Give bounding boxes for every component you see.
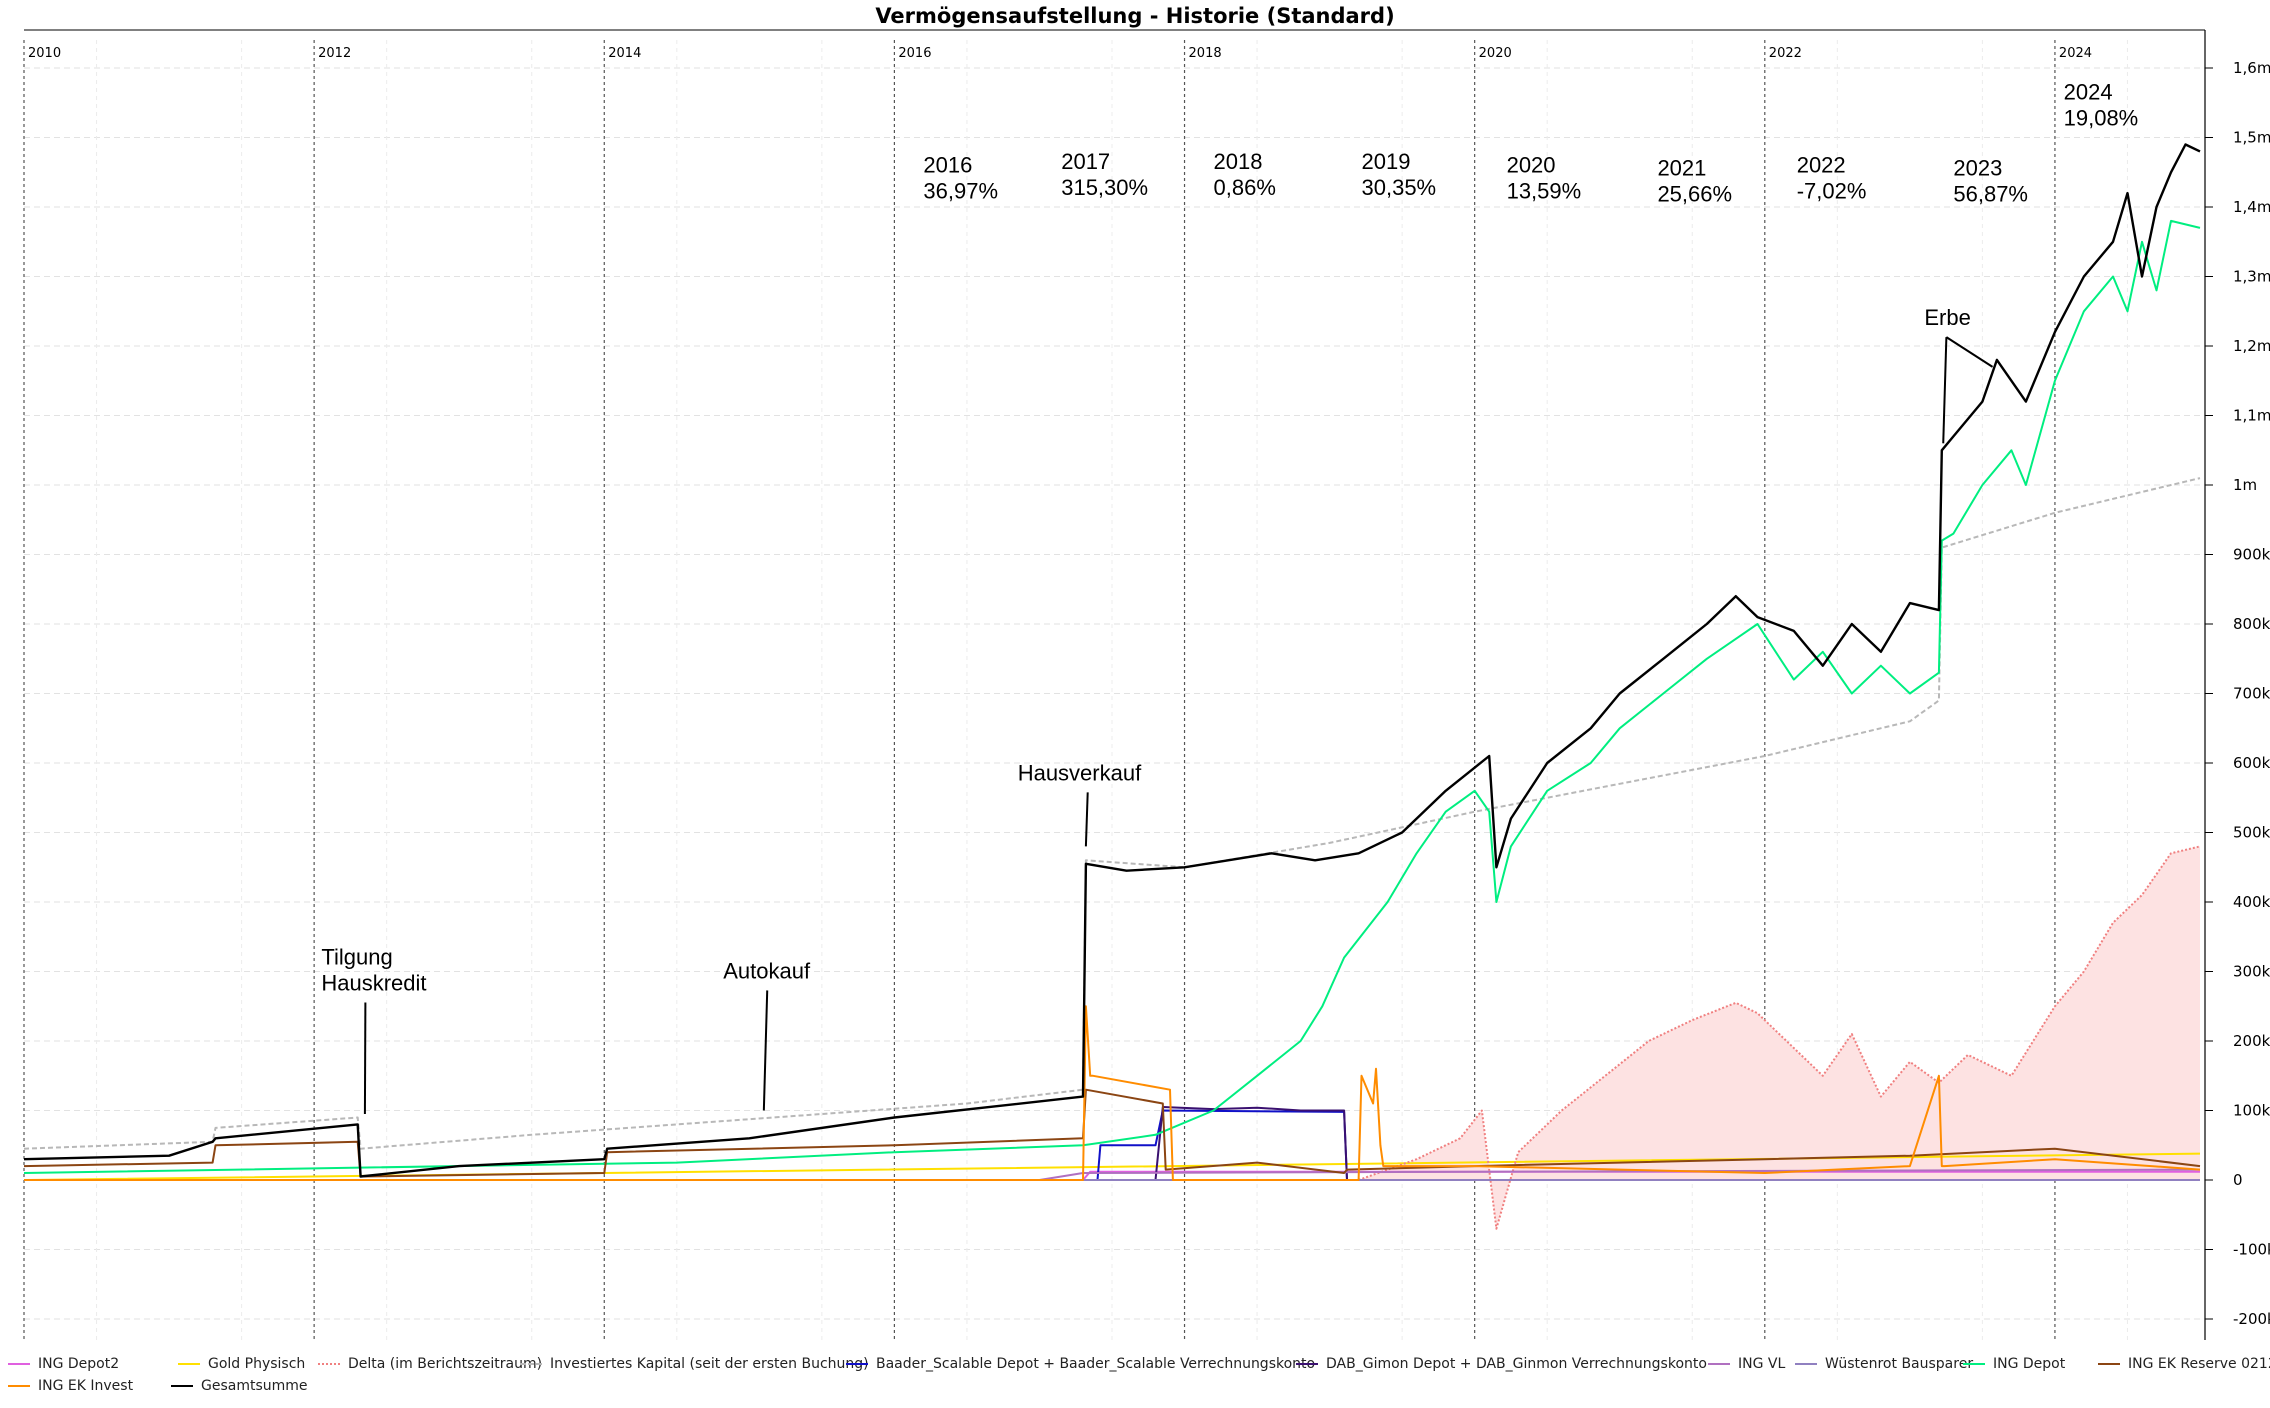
legend-item: Delta (im Berichtszeitraum) (318, 1356, 542, 1372)
legend-label: ING Depot2 (38, 1356, 120, 1372)
legend-swatch (520, 1363, 542, 1365)
legend-item: ING EK Invest (8, 1378, 133, 1394)
annotation-pointer-3-0 (1942, 337, 1948, 444)
legend-item: Wüstenrot Bausparer (1795, 1356, 1973, 1372)
legend-item: ING EK Reserve 0212 (2098, 1356, 2270, 1372)
y-tick-label: 1,3m (2233, 268, 2270, 286)
legend-swatch (1795, 1363, 1817, 1365)
legend-label: ING VL (1738, 1356, 1786, 1372)
series-line-2 (1358, 845, 2201, 1230)
x-tick-label: 2024 (2059, 46, 2092, 61)
legend-swatch (846, 1363, 868, 1365)
series-lines (23, 143, 2201, 1230)
legend-swatch (2098, 1363, 2120, 1365)
fill-area (1358, 846, 2200, 1229)
y-tick-label: 800k (2233, 615, 2270, 633)
legend-item: ING Depot2 (8, 1356, 119, 1372)
y-tick-label: -100k (2233, 1241, 2270, 1259)
x-tick-label: 2018 (1189, 46, 1222, 61)
annotation-pointer-2-0 (1084, 792, 1089, 847)
legend-label: ING EK Reserve 0212 (2128, 1356, 2270, 1372)
legend-swatch (1296, 1363, 1318, 1365)
legend: ING Depot2 Gold Physisch Delta (im Bericht… (8, 1352, 2270, 1404)
legend-label: DAB_Gimon Depot + DAB_Ginmon Verrechnung… (1326, 1356, 1707, 1372)
legend-label: Delta (im Berichtszeitraum) (348, 1356, 543, 1372)
legend-item: Gesamtsumme (171, 1378, 308, 1394)
y-tick-label: 200k (2233, 1032, 2270, 1050)
series-line-11 (23, 143, 2201, 1178)
legend-label: Gold Physisch (208, 1356, 306, 1372)
axes: 1,6m 1,5m 1,4m 1,3m 1,2m 1,1m 1m 900k 800k 700k 60… (24, 29, 2270, 1340)
series-fill-2 (1358, 846, 2200, 1229)
x-tick-label: 2010 (28, 46, 61, 61)
legend-swatch (178, 1363, 200, 1365)
annotation-9: 2021 25,66% (1657, 156, 1732, 207)
y-tick-label: 1,4m (2233, 198, 2270, 216)
chart-title: Vermögensaufstellung - Historie (Standar… (875, 4, 1395, 28)
annotation-3: Erbe (1924, 305, 1970, 330)
annotation-0: Tilgung Hauskredit (321, 945, 426, 996)
legend-swatch (171, 1385, 193, 1387)
y-tick-label: 700k (2233, 685, 2270, 703)
annotation-pointer-1-0 (762, 990, 769, 1111)
y-tick-label: 600k (2233, 754, 2270, 772)
y-tick-label: 1m (2233, 476, 2257, 494)
series-line-8 (23, 219, 2201, 1174)
annotation-10: 2022 -7,02% (1797, 152, 1867, 203)
legend-item: ING VL (1708, 1356, 1785, 1372)
y-tick-label: 0 (2233, 1171, 2243, 1189)
y-tick-label: 300k (2233, 963, 2270, 981)
annotations: Tilgung Hauskredit Autokauf Hausverkauf Erbe… (321, 79, 2138, 1114)
legend-label: ING EK Invest (38, 1378, 134, 1394)
legend-swatch (1708, 1363, 1730, 1365)
legend-label: Baader_Scalable Depot + Baader_Scalable … (876, 1356, 1316, 1372)
y-tick-label: -200k (2233, 1310, 2270, 1328)
x-tick-label: 2022 (1769, 46, 1802, 61)
annotation-7: 2019 30,35% (1362, 149, 1437, 200)
series-line-10 (24, 1005, 2201, 1181)
annotation-8: 2020 13,59% (1507, 152, 1582, 203)
annotation-6: 2018 0,86% (1214, 149, 1276, 200)
y-tick-label: 1,6m (2233, 59, 2270, 77)
x-tick-label: 2012 (318, 46, 351, 61)
y-tick-label: 400k (2233, 893, 2270, 911)
annotation-2: Hausverkauf (1018, 760, 1142, 785)
chart-plot: 1,6m 1,5m 1,4m 1,3m 1,2m 1,1m 1m 900k 800k 700k 60… (23, 29, 2270, 1340)
legend-swatch (1963, 1363, 1985, 1365)
annotation-5: 2017 315,30% (1061, 149, 1148, 200)
legend-item: Gold Physisch (178, 1356, 305, 1372)
y-tick-label: 1,5m (2233, 129, 2270, 147)
legend-label: Gesamtsumme (201, 1378, 308, 1394)
x-tick-label: 2016 (898, 46, 931, 61)
legend-item: Investiertes Kapital (seit der ersten Bu… (520, 1356, 869, 1372)
annotation-1: Autokauf (723, 958, 811, 983)
x-tick-label: 2020 (1479, 46, 1512, 61)
legend-item: Baader_Scalable Depot + Baader_Scalable … (846, 1356, 1315, 1372)
annotation-11: 2023 56,87% (1953, 156, 2028, 207)
y-tick-label: 1,2m (2233, 337, 2270, 355)
annotation-4: 2016 36,97% (923, 152, 998, 203)
legend-item: DAB_Gimon Depot + DAB_Ginmon Verrechnung… (1296, 1356, 1707, 1372)
y-tick-label: 1,1m (2233, 407, 2270, 425)
y-tick-label: 100k (2233, 1102, 2270, 1120)
y-tick-label: 900k (2233, 546, 2270, 564)
legend-swatch (8, 1363, 30, 1365)
y-tick-label: 500k (2233, 824, 2270, 842)
legend-label: Wüstenrot Bausparer (1825, 1356, 1974, 1372)
legend-label: Investiertes Kapital (seit der ersten Bu… (550, 1356, 869, 1372)
annotation-pointer-3-1 (1945, 336, 1994, 368)
legend-swatch (8, 1385, 30, 1387)
legend-label: ING Depot (1993, 1356, 2066, 1372)
legend-item: ING Depot (1963, 1356, 2065, 1372)
legend-swatch (318, 1363, 340, 1365)
annotation-12: 2024 19,08% (2064, 79, 2139, 130)
x-tick-label: 2014 (608, 46, 641, 61)
